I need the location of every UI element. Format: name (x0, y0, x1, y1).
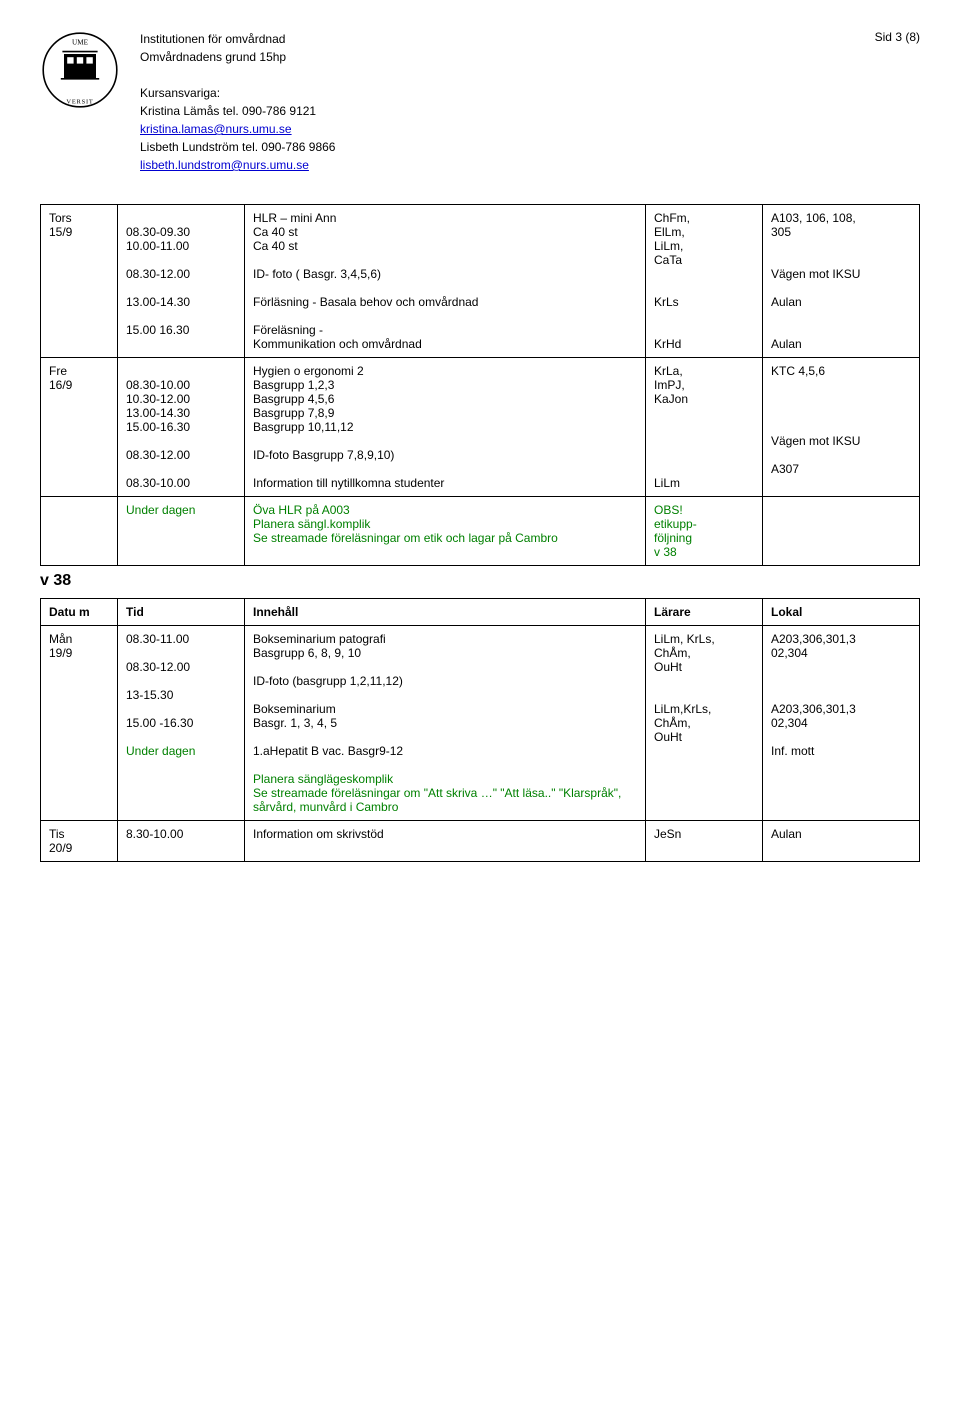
room-cell (763, 497, 920, 566)
week-label: v 38 (40, 572, 920, 590)
mail-link-1[interactable]: kristina.lamas@nurs.umu.se (140, 122, 292, 136)
table-row: Tis20/9 8.30-10.00 Information om skrivs… (41, 821, 920, 862)
time-cell: 08.30-10.0010.30-12.0013.00-14.3015.00-1… (118, 358, 245, 497)
university-logo: UME VERSIT (40, 30, 120, 110)
time-cell: Under dagen (118, 497, 245, 566)
day-cell: Tors15/9 (41, 205, 118, 358)
dept-line: Institutionen för omvårdnad (140, 30, 875, 48)
table-header-row: Datu m Tid Innehåll Lärare Lokal (41, 599, 920, 626)
col-teacher: Lärare (646, 599, 763, 626)
content-cell: Öva HLR på A003Planera sängl.komplikSe s… (245, 497, 646, 566)
day-cell: Fre16/9 (41, 358, 118, 497)
page-header: UME VERSIT Institutionen för omvårdnad O… (40, 30, 920, 174)
col-time: Tid (118, 599, 245, 626)
room-cell: Aulan (763, 821, 920, 862)
content-cell: HLR – mini AnnCa 40 stCa 40 st ID- foto … (245, 205, 646, 358)
room-cell: KTC 4,5,6 Vägen mot IKSU A307 (763, 358, 920, 497)
teacher-cell: LiLm, KrLs,ChÅm,OuHt LiLm,KrLs,ChÅm,OuHt (646, 626, 763, 821)
table-row: Tors15/9 08.30-09.3010.00-11.00 08.30-12… (41, 205, 920, 358)
page-number: Sid 3 (8) (875, 30, 920, 44)
content-cell: Information om skrivstöd (245, 821, 646, 862)
content-cell: Hygien o ergonomi 2Basgrupp 1,2,3Basgrup… (245, 358, 646, 497)
room-cell: A203,306,301,302,304 A203,306,301,302,30… (763, 626, 920, 821)
time-cell: 8.30-10.00 (118, 821, 245, 862)
svg-text:UME: UME (72, 38, 89, 46)
teacher-cell: JeSn (646, 821, 763, 862)
table-row: Under dagen Öva HLR på A003Planera sängl… (41, 497, 920, 566)
time-cell: 08.30-09.3010.00-11.00 08.30-12.00 13.00… (118, 205, 245, 358)
mail-link-2[interactable]: lisbeth.lundstrom@nurs.umu.se (140, 158, 309, 172)
room-cell: A103, 106, 108,305 Vägen mot IKSU Aulan … (763, 205, 920, 358)
col-date: Datu m (41, 599, 118, 626)
schedule-table-lower: Datu m Tid Innehåll Lärare Lokal Mån19/9… (40, 598, 920, 862)
col-content: Innehåll (245, 599, 646, 626)
col-room: Lokal (763, 599, 920, 626)
table-row: Mån19/9 08.30-11.00 08.30-12.00 13-15.30… (41, 626, 920, 821)
header-text-block: Institutionen för omvårdnad Omvårdnadens… (140, 30, 875, 174)
resp-label: Kursansvariga: (140, 84, 875, 102)
teacher-cell: ChFm,ElLm,LiLm,CaTa KrLs KrHd (646, 205, 763, 358)
svg-text:VERSIT: VERSIT (66, 99, 93, 106)
resp-line2: Lisbeth Lundström tel. 090-786 9866 (140, 138, 875, 156)
day-cell: Mån19/9 (41, 626, 118, 821)
resp-line1: Kristina Lämås tel. 090-786 9121 (140, 102, 875, 120)
day-cell: Tis20/9 (41, 821, 118, 862)
time-cell: 08.30-11.00 08.30-12.00 13-15.30 15.00 -… (118, 626, 245, 821)
day-cell (41, 497, 118, 566)
teacher-cell: KrLa,ImPJ,KaJon LiLm (646, 358, 763, 497)
content-cell: Bokseminarium patografiBasgrupp 6, 8, 9,… (245, 626, 646, 821)
teacher-cell: OBS!etikupp-följningv 38 (646, 497, 763, 566)
course-line: Omvårdnadens grund 15hp (140, 48, 875, 66)
table-row: Fre16/9 08.30-10.0010.30-12.0013.00-14.3… (41, 358, 920, 497)
schedule-table-upper: Tors15/9 08.30-09.3010.00-11.00 08.30-12… (40, 204, 920, 566)
